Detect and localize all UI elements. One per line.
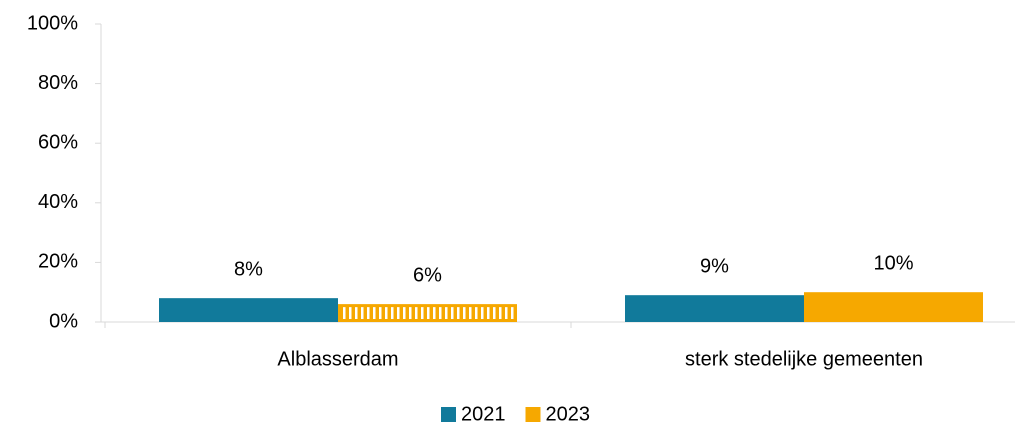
legend-label: 2021 [461, 403, 506, 425]
y-tick-label: 100% [27, 12, 78, 34]
bar [625, 295, 804, 322]
x-tick-label: Alblasserdam [277, 348, 398, 370]
y-tick-label: 20% [38, 251, 78, 273]
data-label: 6% [413, 264, 442, 286]
y-tick-label: 60% [38, 131, 78, 153]
y-tick-label: 0% [49, 310, 78, 332]
legend-swatch [441, 407, 456, 422]
data-label: 8% [234, 258, 263, 280]
legend-label: 2023 [546, 403, 591, 425]
x-tick-label: sterk stedelijke gemeenten [685, 348, 923, 370]
bar [804, 292, 983, 322]
data-label: 9% [700, 255, 729, 277]
bar [338, 304, 517, 322]
legend-swatch [525, 407, 541, 422]
y-tick-label: 40% [38, 191, 78, 213]
y-tick-label: 80% [38, 72, 78, 94]
data-label: 10% [873, 252, 913, 274]
bar [159, 298, 338, 322]
